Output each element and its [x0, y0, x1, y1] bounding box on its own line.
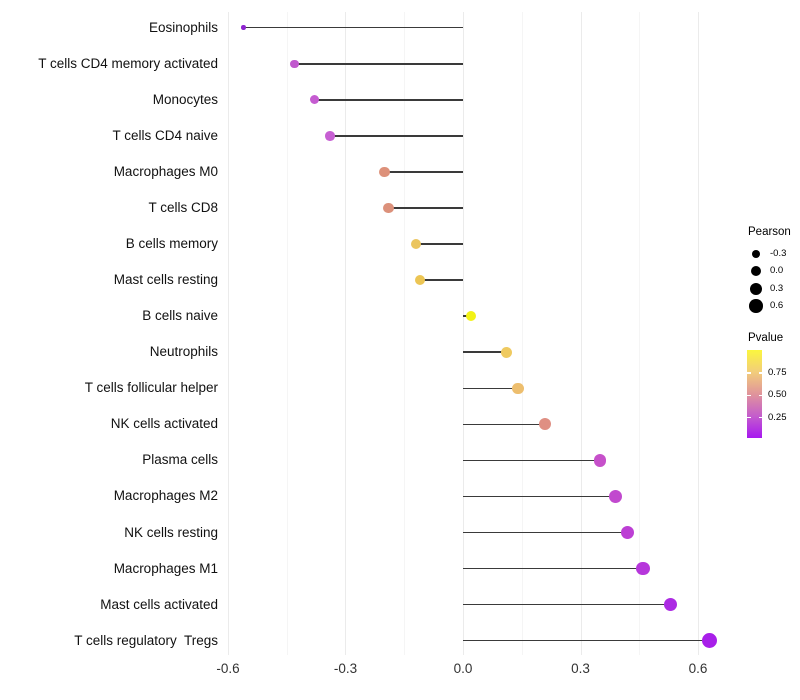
major-gridline: [698, 12, 699, 655]
lollipop-dot: [290, 59, 299, 68]
lollipop-stem: [243, 26, 463, 29]
y-axis-label: Neutrophils: [149, 344, 218, 360]
lollipop-stem: [463, 531, 628, 534]
lollipop-stem: [463, 423, 546, 426]
lollipop-dot: [383, 202, 394, 214]
major-gridline: [227, 12, 229, 655]
y-axis-label: NK cells activated: [110, 416, 218, 432]
lollipop-dot: [539, 418, 552, 431]
y-axis-label: Mast cells resting: [113, 272, 218, 288]
lollipop-stem: [463, 387, 518, 390]
y-axis-label: Monocytes: [152, 91, 218, 107]
y-axis-label: T cells CD4 memory activated: [38, 55, 218, 71]
major-gridline: [463, 12, 464, 655]
lollipop-stem: [294, 63, 463, 65]
lollipop-dot: [309, 95, 319, 105]
x-axis-tick-label: -0.6: [216, 661, 240, 676]
pearson-size-label: -0.3: [770, 247, 787, 259]
pvalue-tick-mark: [758, 416, 762, 419]
pvalue-tick-mark: [747, 372, 751, 374]
lollipop-stem: [463, 603, 671, 606]
minor-gridline: [639, 12, 641, 655]
x-axis-tick-label: 0.0: [453, 661, 473, 676]
pvalue-tick-label: 0.25: [768, 411, 787, 423]
major-gridline: [345, 12, 347, 655]
lollipop-dot: [241, 25, 246, 30]
y-axis-label: Mast cells activated: [100, 596, 218, 612]
lollipop-dot: [621, 526, 634, 540]
y-axis-label: T cells follicular helper: [84, 380, 218, 396]
minor-gridline: [286, 12, 288, 655]
lollipop-dot: [663, 597, 678, 612]
lollipop-stem: [463, 495, 616, 498]
y-axis-label: T cells regulatory Tregs: [74, 632, 218, 648]
lollipop-stem: [314, 99, 463, 101]
lollipop-dot: [636, 561, 650, 576]
lollipop-dot: [325, 131, 335, 141]
lollipop-dot: [593, 454, 607, 467]
lollipop-dot: [465, 310, 477, 322]
x-axis-tick-label: 0.3: [571, 661, 590, 676]
y-axis-label: B cells memory: [125, 236, 218, 252]
pvalue-legend-title: Pvalue: [748, 332, 784, 344]
pvalue-tick-mark: [758, 394, 762, 397]
lollipop-stem: [463, 567, 644, 570]
lollipop-stem: [329, 135, 463, 137]
pearson-size-dot: [749, 299, 763, 313]
pearson-size-label: 0.6: [770, 300, 784, 311]
pvalue-tick-mark: [747, 416, 751, 419]
minor-gridline: [521, 12, 523, 655]
y-axis-label: Macrophages M2: [113, 488, 218, 504]
lollipop-stem: [463, 459, 601, 462]
lollipop-dot: [414, 274, 426, 286]
lollipop-dot: [410, 238, 422, 250]
lollipop-dot: [512, 382, 524, 395]
x-axis-tick-label: 0.6: [688, 661, 708, 676]
y-axis-label: T cells CD8: [148, 200, 218, 215]
y-axis-label: Eosinophils: [148, 19, 218, 35]
lollipop-stem: [419, 279, 463, 281]
lollipop-dot: [609, 489, 623, 503]
pvalue-tick-label: 0.50: [768, 389, 787, 401]
y-axis-label: T cells CD4 naive: [112, 127, 218, 143]
lollipop-stem: [384, 171, 463, 173]
y-axis-label: B cells naive: [142, 308, 218, 324]
y-axis-label: Macrophages M1: [113, 560, 218, 576]
lollipop-dot: [500, 346, 512, 358]
pearson-legend-title: Pearson: [748, 226, 791, 238]
lollipop-dot: [702, 633, 718, 649]
pearson-size-dot: [752, 249, 760, 258]
major-gridline: [580, 12, 582, 655]
lollipop-stem: [463, 639, 710, 642]
pearson-size-label: 0.0: [770, 265, 784, 276]
x-axis-tick-label: -0.3: [333, 661, 358, 676]
lollipop-stem: [415, 243, 463, 245]
lollipop-stem: [388, 207, 463, 209]
pearson-size-dot: [751, 266, 761, 276]
pearson-size-label: 0.3: [770, 282, 784, 294]
minor-gridline: [404, 12, 406, 655]
lollipop-dot: [379, 166, 390, 178]
y-axis-label: Plasma cells: [142, 452, 218, 468]
y-axis-label: Macrophages M0: [113, 163, 218, 179]
lollipop-stem: [463, 351, 507, 353]
pvalue-tick-label: 0.75: [768, 367, 787, 378]
y-axis-label: NK cells resting: [124, 524, 218, 540]
pvalue-gradient-bar: [747, 350, 762, 438]
pvalue-tick-mark: [758, 372, 762, 374]
pvalue-tick-mark: [747, 394, 751, 397]
pearson-size-dot: [750, 282, 762, 295]
